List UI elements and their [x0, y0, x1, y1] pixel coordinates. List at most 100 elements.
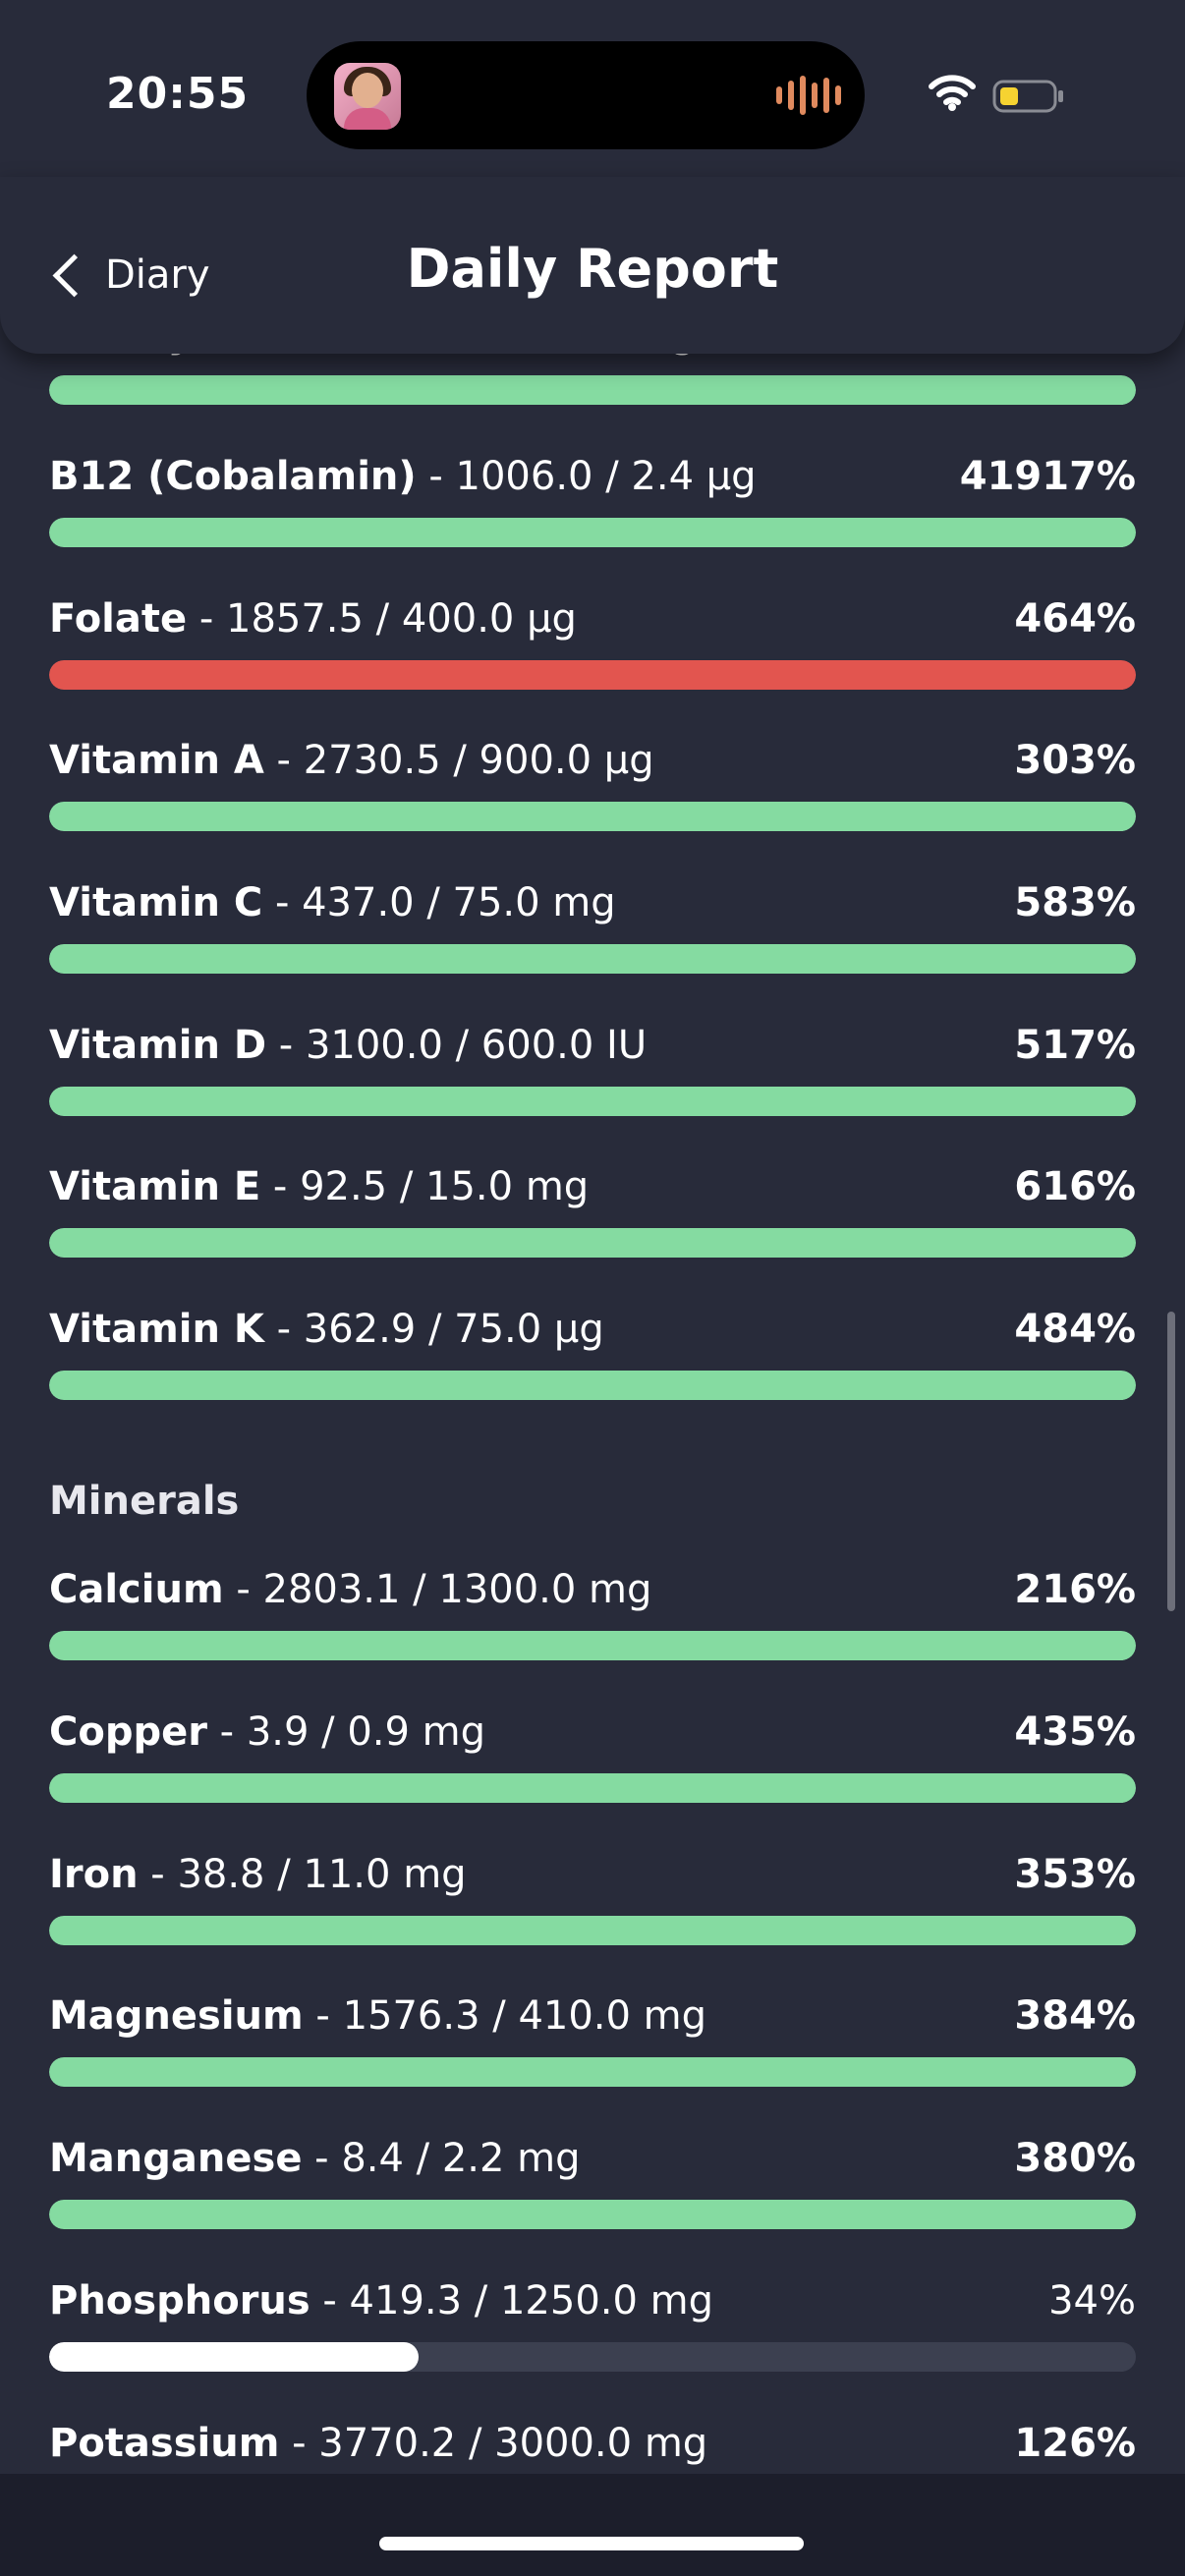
- wifi-icon: [929, 75, 976, 111]
- progress-bar: [49, 1916, 1136, 1945]
- progress-bar-fill: [49, 1087, 1136, 1116]
- nutrient-percent: 41917%: [959, 454, 1136, 499]
- nutrient-row[interactable]: Calcium - 2803.1 / 1300.0 mg 216%: [49, 1562, 1136, 1680]
- nutrient-row[interactable]: B12 (Cobalamin) - 1006.0 / 2.4 μg 41917%: [49, 449, 1136, 567]
- nutrient-row[interactable]: Phosphorus - 419.3 / 1250.0 mg 34%: [49, 2273, 1136, 2391]
- nutrient-label: Vitamin E - 92.5 / 15.0 mg: [49, 1159, 589, 1214]
- progress-bar: [49, 802, 1136, 831]
- progress-bar: [49, 375, 1136, 405]
- nutrient-row[interactable]: Manganese - 8.4 / 2.2 mg 380%: [49, 2131, 1136, 2249]
- navigation-bar: Diary Daily Report: [0, 177, 1185, 354]
- nutrient-name: Phosphorus: [49, 2278, 310, 2324]
- nutrient-amount: - 3100.0 / 600.0 IU: [266, 1023, 648, 1068]
- nutrient-label: Vitamin D - 3100.0 / 600.0 IU: [49, 1018, 647, 1073]
- nutrient-amount: - 2803.1 / 1300.0 mg: [223, 1567, 652, 1612]
- nutrient-label: Manganese - 8.4 / 2.2 mg: [49, 2131, 581, 2186]
- nutrient-amount: - 3770.2 / 3000.0 mg: [279, 2421, 708, 2466]
- nutrient-percent: 435%: [1014, 1709, 1136, 1755]
- nutrient-label: Magnesium - 1576.3 / 410.0 mg: [49, 1988, 706, 2044]
- nutrient-row[interactable]: Folate - 1857.5 / 400.0 μg 464%: [49, 591, 1136, 709]
- nutrient-amount: - 1576.3 / 410.0 mg: [303, 1993, 707, 2039]
- nutrient-amount: - 3.9 / 0.9 mg: [206, 1709, 486, 1755]
- nutrient-name: Potassium: [49, 2421, 280, 2466]
- nutrient-label: Folate - 1857.5 / 400.0 μg: [49, 591, 577, 646]
- nutrient-label: Vitamin K - 362.9 / 75.0 μg: [49, 1302, 604, 1357]
- nutrient-percent: 216%: [1014, 1567, 1136, 1612]
- nutrient-name: Copper: [49, 1709, 207, 1755]
- progress-bar: [49, 944, 1136, 974]
- nutrient-percent: 517%: [1014, 1023, 1136, 1068]
- progress-bar-fill: [49, 2342, 420, 2372]
- minerals-section-title: Minerals: [49, 1479, 240, 1524]
- progress-bar-fill: [49, 375, 1136, 405]
- progress-bar-fill: [49, 802, 1136, 831]
- progress-bar: [49, 2200, 1136, 2229]
- nutrient-percent: 464%: [1014, 596, 1136, 642]
- progress-bar: [49, 1371, 1136, 1400]
- page-title: Daily Report: [406, 238, 779, 300]
- nutrient-row[interactable]: Iron - 38.8 / 11.0 mg 353%: [49, 1847, 1136, 1965]
- nutrient-name: Vitamin K: [49, 1307, 264, 1352]
- nutrient-name: Calcium: [49, 1567, 224, 1612]
- progress-bar: [49, 1087, 1136, 1116]
- nutrient-row[interactable]: Vitamin D - 3100.0 / 600.0 IU 517%: [49, 1018, 1136, 1136]
- progress-bar: [49, 2342, 1136, 2372]
- nutrient-percent: 583%: [1014, 880, 1136, 925]
- nutrient-percent: 126%: [1014, 2421, 1136, 2466]
- nutrient-name: Iron: [49, 1852, 139, 1897]
- home-indicator[interactable]: [379, 2537, 804, 2550]
- progress-bar-fill: [49, 1916, 1136, 1945]
- progress-bar-fill: [49, 1371, 1136, 1400]
- nutrient-row[interactable]: Vitamin C - 437.0 / 75.0 mg 583%: [49, 875, 1136, 993]
- nutrient-amount: - 8.4 / 2.2 mg: [302, 2136, 581, 2181]
- nutrient-name: Manganese: [49, 2136, 303, 2181]
- nutrient-label: Vitamin C - 437.0 / 75.0 mg: [49, 875, 616, 930]
- nutrient-label: B12 (Cobalamin) - 1006.0 / 2.4 μg: [49, 449, 757, 504]
- nutrient-name: Vitamin A: [49, 738, 264, 783]
- nutrient-row[interactable]: Vitamin E - 92.5 / 15.0 mg 616%: [49, 1159, 1136, 1277]
- nutrient-name: Folate: [49, 596, 188, 642]
- nutrient-percent: 380%: [1014, 2136, 1136, 2181]
- nutrient-name: Magnesium: [49, 1993, 304, 2039]
- nutrient-amount: - 1006.0 / 2.4 μg: [416, 454, 757, 499]
- nutrient-row[interactable]: Copper - 3.9 / 0.9 mg 435%: [49, 1705, 1136, 1822]
- audio-waveform-icon: [776, 75, 841, 116]
- nutrient-row[interactable]: Magnesium - 1576.3 / 410.0 mg 384%: [49, 1988, 1136, 2106]
- nutrient-amount: - 92.5 / 15.0 mg: [260, 1164, 590, 1209]
- nutrient-name: Vitamin C: [49, 880, 263, 925]
- nutrient-label: Phosphorus - 419.3 / 1250.0 mg: [49, 2273, 713, 2328]
- progress-bar-fill: [49, 660, 1136, 690]
- nutrient-name: B12 (Cobalamin): [49, 454, 417, 499]
- progress-bar: [49, 1773, 1136, 1803]
- nutrient-row[interactable]: Vitamin K - 362.9 / 75.0 μg 484%: [49, 1302, 1136, 1420]
- nutrient-row[interactable]: Vitamin A - 2730.5 / 900.0 μg 303%: [49, 733, 1136, 851]
- album-art-icon: [334, 63, 401, 130]
- scrollbar[interactable]: [1167, 1312, 1175, 1611]
- progress-bar: [49, 2057, 1136, 2087]
- nutrient-amount: - 38.8 / 11.0 mg: [138, 1852, 467, 1897]
- progress-bar: [49, 1631, 1136, 1660]
- back-button[interactable]: Diary: [49, 246, 210, 305]
- progress-bar-fill: [49, 1773, 1136, 1803]
- battery-icon: [992, 80, 1063, 113]
- nutrient-percent: 353%: [1014, 1852, 1136, 1897]
- nutrient-label: Iron - 38.8 / 11.0 mg: [49, 1847, 467, 1902]
- progress-bar: [49, 660, 1136, 690]
- bottom-safe-area: [0, 2474, 1185, 2576]
- progress-bar-fill: [49, 1228, 1136, 1258]
- dynamic-island[interactable]: [307, 41, 865, 149]
- nutrient-label: Potassium - 3770.2 / 3000.0 mg: [49, 2416, 707, 2471]
- status-time: 20:55: [106, 69, 250, 119]
- nutrient-amount: - 437.0 / 75.0 mg: [262, 880, 616, 925]
- progress-bar-fill: [49, 2057, 1136, 2087]
- progress-bar-fill: [49, 1631, 1136, 1660]
- nutrient-amount: - 419.3 / 1250.0 mg: [310, 2278, 713, 2324]
- progress-bar-fill: [49, 2200, 1136, 2229]
- nutrient-amount: - 2730.5 / 900.0 μg: [263, 738, 654, 783]
- nutrient-percent: 384%: [1014, 1993, 1136, 2039]
- progress-bar: [49, 518, 1136, 547]
- back-label: Diary: [105, 252, 210, 298]
- nutrient-label: Copper - 3.9 / 0.9 mg: [49, 1705, 485, 1760]
- progress-bar-fill: [49, 518, 1136, 547]
- nutrient-percent: 484%: [1014, 1307, 1136, 1352]
